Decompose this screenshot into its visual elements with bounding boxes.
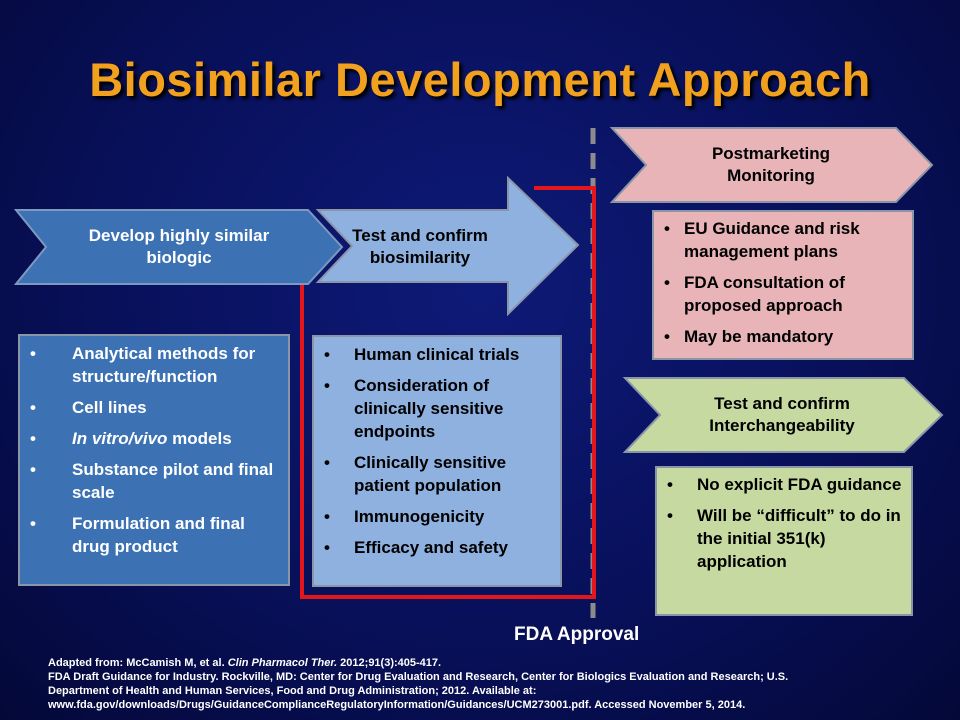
bullet: • xyxy=(664,327,670,346)
interchangeability-item: • Will be “difficult” to do in the initia… xyxy=(667,504,905,573)
item-text: EU Guidance and risk management plans xyxy=(684,219,860,261)
biosimilarity-arrow-label: Test and confirm biosimilarity xyxy=(352,226,488,267)
item-text: In vitro/vivo models xyxy=(72,429,232,448)
fda-approval-label: FDA Approval xyxy=(514,624,640,645)
clinical-item: • Clinically sensitive patient population xyxy=(324,451,552,497)
develop-arrow-shape xyxy=(13,209,344,285)
develop-list: • Analytical methods for structure/functi… xyxy=(30,342,280,558)
item-text: Analytical methods for structure/functio… xyxy=(72,344,256,386)
develop-item: • Formulation and final drug product xyxy=(30,512,280,558)
bullet: • xyxy=(324,507,330,526)
citation-line-1: Adapted from: McCamish M, et al. Clin Ph… xyxy=(48,657,442,669)
postmarketing-list: • EU Guidance and risk management plans • F… xyxy=(664,217,906,348)
bullet: • xyxy=(664,273,670,292)
bullet: • xyxy=(30,344,36,363)
slide-title: Biosimilar Development Approach xyxy=(89,53,871,106)
item-text: Will be “difficult” to do in the initial… xyxy=(697,506,901,571)
postmarketing-details-box: • EU Guidance and risk management plans • F… xyxy=(652,210,914,360)
citation-line-4: www.fda.gov/downloads/Drugs/GuidanceComp… xyxy=(48,699,746,711)
item-text: May be mandatory xyxy=(684,327,834,346)
bullet: • xyxy=(324,376,330,395)
clinical-item: • Human clinical trials xyxy=(324,343,552,366)
item-text: Cell lines xyxy=(72,398,147,417)
clinical-list: • Human clinical trials • Consideration of … xyxy=(324,343,552,559)
biosimilarity-arrow-shape xyxy=(315,175,580,317)
item-text: Consideration of clinically sensitive en… xyxy=(354,376,504,441)
item-text: Substance pilot and final scale xyxy=(72,460,274,502)
clinical-item: • Immunogenicity xyxy=(324,505,552,528)
interchangeability-item: • No explicit FDA guidance xyxy=(667,473,905,496)
postmarketing-arrow-shape xyxy=(609,127,934,203)
item-text: Efficacy and safety xyxy=(354,538,509,557)
interchangeability-arrow-shape xyxy=(622,377,944,453)
citation: Adapted from: McCamish M, et al. Clin Ph… xyxy=(48,656,954,712)
item-text: FDA consultation of proposed approach xyxy=(684,273,845,315)
clinical-item: • Consideration of clinically sensitive e… xyxy=(324,374,552,443)
postmarketing-item: • May be mandatory xyxy=(664,325,906,348)
item-text: Clinically sensitive patient population xyxy=(354,453,507,495)
bullet: • xyxy=(30,429,36,448)
bullet: • xyxy=(667,506,673,525)
item-text: Formulation and final drug product xyxy=(72,514,245,556)
interchangeability-list: • No explicit FDA guidance • Will be “diffi… xyxy=(667,473,905,573)
develop-details-box: • Analytical methods for structure/functi… xyxy=(18,334,290,586)
postmarketing-item: • FDA consultation of proposed approach xyxy=(664,271,906,317)
bullet: • xyxy=(30,460,36,479)
bullet: • xyxy=(324,345,330,364)
citation-line-2: FDA Draft Guidance for Industry. Rockvil… xyxy=(48,671,789,683)
interchangeability-details-box: • No explicit FDA guidance • Will be “diffi… xyxy=(655,466,913,616)
red-frame xyxy=(300,186,596,599)
item-text: Human clinical trials xyxy=(354,345,520,364)
item-text: No explicit FDA guidance xyxy=(697,475,902,494)
postmarketing-arrow-label: Postmarketing Monitoring xyxy=(711,144,831,185)
item-text: Immunogenicity xyxy=(354,507,485,526)
develop-arrow-label: Develop highly similar biologic xyxy=(88,226,270,267)
clinical-details-box: • Human clinical trials • Consideration of … xyxy=(312,335,562,587)
develop-item: • In vitro/vivo models xyxy=(30,427,280,450)
develop-item: • Cell lines xyxy=(30,396,280,419)
citation-line-3: Department of Health and Human Services,… xyxy=(48,685,537,697)
clinical-item: • Efficacy and safety xyxy=(324,536,552,559)
bullet: • xyxy=(324,453,330,472)
postmarketing-item: • EU Guidance and risk management plans xyxy=(664,217,906,263)
develop-item: • Analytical methods for structure/functi… xyxy=(30,342,280,388)
interchangeability-arrow-label: Test and confirm Interchangeability xyxy=(709,394,855,435)
bullet: • xyxy=(324,538,330,557)
bullet: • xyxy=(667,475,673,494)
bullet: • xyxy=(664,219,670,238)
develop-item: • Substance pilot and final scale xyxy=(30,458,280,504)
bullet: • xyxy=(30,398,36,417)
bullet: • xyxy=(30,514,36,533)
